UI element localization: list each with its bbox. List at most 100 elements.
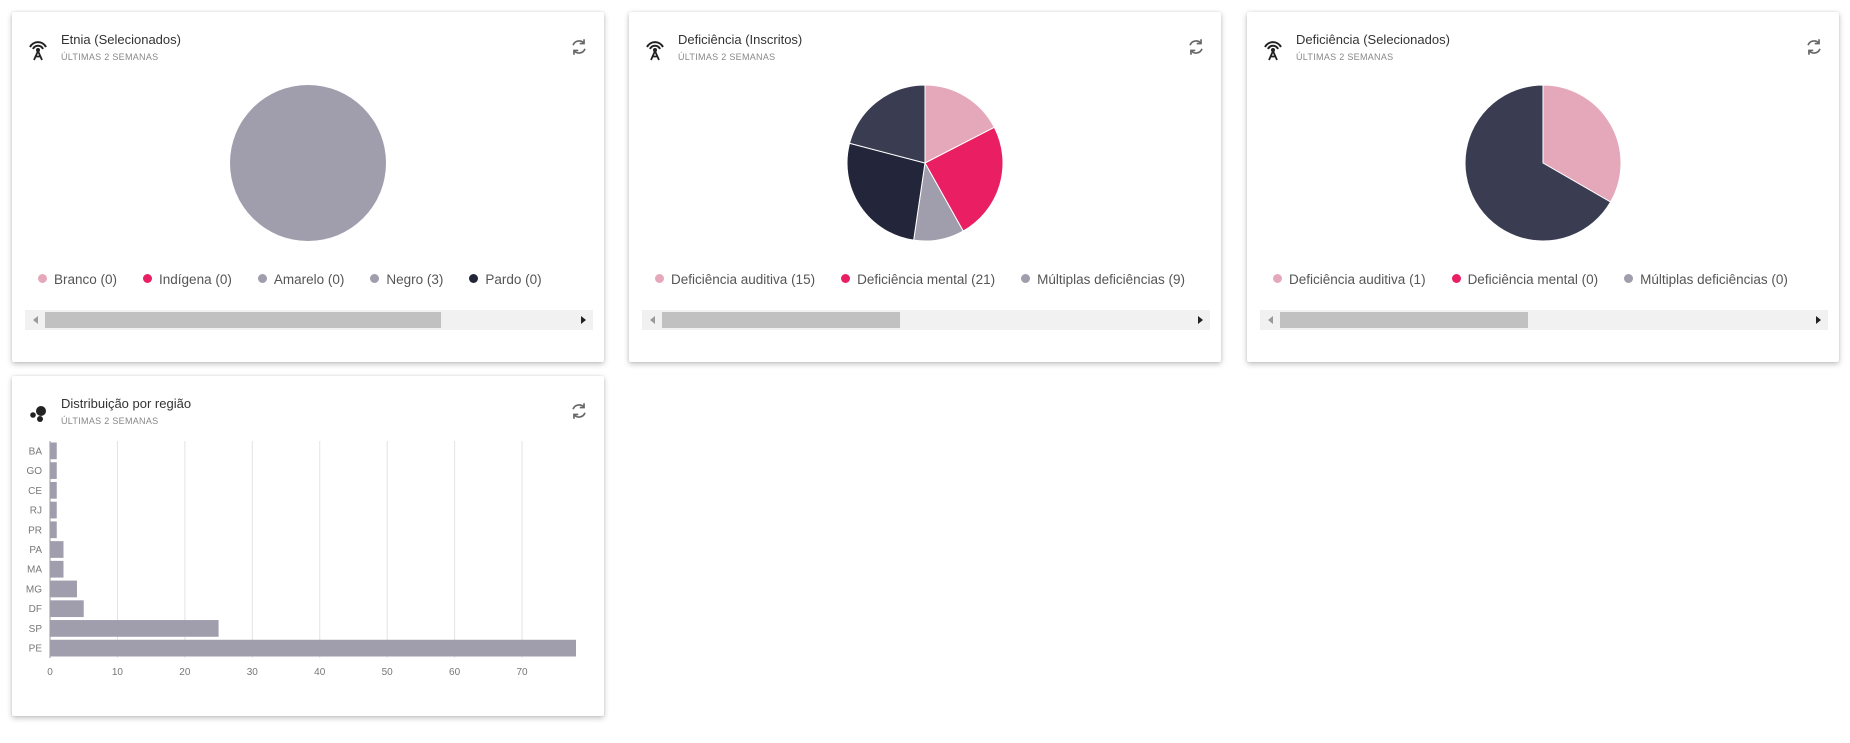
scroll-thumb[interactable] — [45, 312, 441, 328]
pie-chart — [846, 84, 1004, 242]
pie-slice[interactable] — [1464, 84, 1612, 242]
legend-scrollbar[interactable] — [642, 310, 1210, 330]
pie-slice[interactable] — [924, 84, 996, 164]
legend-item[interactable]: Branco (0) — [38, 271, 117, 287]
legend-dot-icon — [469, 273, 479, 283]
legend-item[interactable]: Múltiplas deficiências (0) — [1624, 271, 1788, 287]
bar[interactable] — [50, 560, 64, 578]
card-subtitle: ÚLTIMAS 2 SEMANAS — [61, 416, 159, 426]
legend-item[interactable]: Amarelo (0) — [257, 271, 345, 287]
legend-dot-icon — [1451, 273, 1461, 283]
scroll-thumb[interactable] — [662, 312, 900, 328]
card-title: Distribuição por região — [61, 396, 192, 411]
card-header: Deficiência (Inscritos) ÚLTIMAS 2 SEMANA… — [629, 12, 1221, 72]
pie-chart — [230, 85, 386, 241]
pie-card-etnia: Etnia (Selecionados) ÚLTIMAS 2 SEMANAS B… — [12, 12, 604, 362]
scroll-left-arrow[interactable] — [25, 310, 45, 330]
bubbles-icon — [30, 406, 46, 422]
legend-item[interactable]: Deficiência mental (21) — [841, 271, 995, 287]
bar[interactable] — [50, 462, 57, 479]
bar[interactable] — [50, 481, 57, 499]
refresh-icon[interactable] — [568, 400, 590, 422]
antenna-icon — [646, 41, 664, 61]
chart-legend: Branco (0) Indígena (0) Amarelo (0) Negro (… — [38, 270, 580, 292]
pie-slice[interactable] — [1542, 84, 1622, 203]
card-subtitle: ÚLTIMAS 2 SEMANAS — [678, 52, 776, 62]
legend-item[interactable]: Deficiência auditiva (15) — [655, 271, 815, 287]
legend-label: Múltiplas deficiências (0) — [1640, 271, 1788, 287]
scroll-right-arrow[interactable] — [1808, 310, 1828, 330]
card-header: Deficiência (Selecionados) ÚLTIMAS 2 SEM… — [1247, 12, 1839, 72]
card-title: Deficiência (Selecionados) — [1296, 32, 1450, 47]
refresh-icon[interactable] — [1803, 36, 1825, 58]
legend-item[interactable]: Negro (3) — [370, 271, 443, 287]
bar-card-distribuicao-regiao: Distribuição por região ÚLTIMAS 2 SEMANA… — [12, 376, 604, 716]
y-tick-label: PE — [29, 644, 43, 655]
x-tick-label: 0 — [47, 667, 53, 678]
bar-chart: 0 10 20 30 40 50 60 70 BA GO CE RJ PR PA MA MG DF SP PE — [26, 441, 576, 678]
y-tick-label: SP — [29, 624, 43, 635]
card-title: Etnia (Selecionados) — [61, 32, 181, 47]
pie-slice[interactable] — [848, 84, 926, 164]
card-header: Etnia (Selecionados) ÚLTIMAS 2 SEMANAS — [12, 12, 604, 72]
legend-label: Negro (3) — [386, 271, 444, 287]
legend-label: Branco (0) — [54, 271, 118, 287]
x-tick-label: 70 — [516, 667, 528, 678]
refresh-icon[interactable] — [1185, 36, 1207, 58]
legend-item[interactable]: Pardo (0) — [469, 271, 542, 287]
antenna-icon — [29, 41, 47, 61]
legend-label: Deficiência auditiva (15) — [671, 271, 816, 287]
bar[interactable] — [50, 442, 57, 460]
x-tick-label: 30 — [247, 667, 259, 678]
legend-scrollbar[interactable] — [1260, 310, 1828, 330]
legend-item[interactable]: Indígena (0) — [143, 271, 232, 287]
legend-dot-icon — [1624, 273, 1634, 283]
legend-dot-icon — [143, 273, 153, 283]
scroll-right-arrow[interactable] — [1190, 310, 1210, 330]
legend-label: Deficiência auditiva (1) — [1289, 271, 1426, 287]
chart-legend: Deficiência auditiva (1) Deficiência ment… — [1273, 270, 1815, 292]
scroll-left-arrow[interactable] — [1260, 310, 1280, 330]
legend-item[interactable]: Deficiência auditiva (1) — [1273, 271, 1426, 287]
x-tick-label: 10 — [112, 667, 124, 678]
bar[interactable] — [50, 580, 77, 598]
bar[interactable] — [50, 600, 84, 618]
bar[interactable] — [50, 521, 57, 539]
pie-slice[interactable] — [924, 126, 1004, 232]
bar[interactable] — [50, 639, 576, 657]
x-tick-label: 60 — [449, 667, 461, 678]
scroll-right-arrow[interactable] — [573, 310, 593, 330]
pie-chart — [1464, 84, 1622, 242]
legend-label: Deficiência mental (0) — [1467, 271, 1599, 287]
pie-slice[interactable] — [846, 142, 926, 241]
legend-scrollbar[interactable] — [25, 310, 593, 330]
y-tick-label: RJ — [30, 506, 42, 517]
card-title: Deficiência (Inscritos) — [678, 32, 803, 47]
legend-dot-icon — [38, 273, 47, 283]
scroll-thumb[interactable] — [1280, 312, 1529, 328]
bar[interactable] — [50, 501, 57, 519]
x-tick-label: 40 — [314, 667, 326, 678]
y-tick-label: BA — [29, 446, 43, 457]
legend-dot-icon — [655, 273, 664, 283]
y-tick-label: MG — [26, 584, 42, 595]
card-subtitle: ÚLTIMAS 2 SEMANAS — [61, 52, 159, 62]
y-tick-label: PA — [29, 545, 42, 556]
bar[interactable] — [50, 620, 219, 637]
y-tick-label: PR — [28, 525, 42, 536]
legend-label: Múltiplas deficiências (9) — [1037, 271, 1185, 287]
card-subtitle: ÚLTIMAS 2 SEMANAS — [1296, 52, 1394, 62]
x-tick-label: 50 — [382, 667, 394, 678]
legend-item[interactable]: Múltiplas deficiências (9) — [1021, 271, 1185, 287]
refresh-icon[interactable] — [568, 36, 590, 58]
scroll-left-arrow[interactable] — [642, 310, 662, 330]
legend-label: Deficiência mental (21) — [857, 271, 996, 287]
pie-card-deficiencia-inscritos: Deficiência (Inscritos) ÚLTIMAS 2 SEMANA… — [629, 12, 1221, 362]
bar[interactable] — [50, 541, 64, 558]
x-tick-label: 20 — [179, 667, 191, 678]
y-tick-label: DF — [29, 604, 42, 615]
pie-slice[interactable] — [230, 85, 386, 241]
legend-item[interactable]: Deficiência mental (0) — [1451, 271, 1599, 287]
legend-label: Amarelo (0) — [273, 271, 345, 287]
legend-dot-icon — [841, 273, 851, 283]
